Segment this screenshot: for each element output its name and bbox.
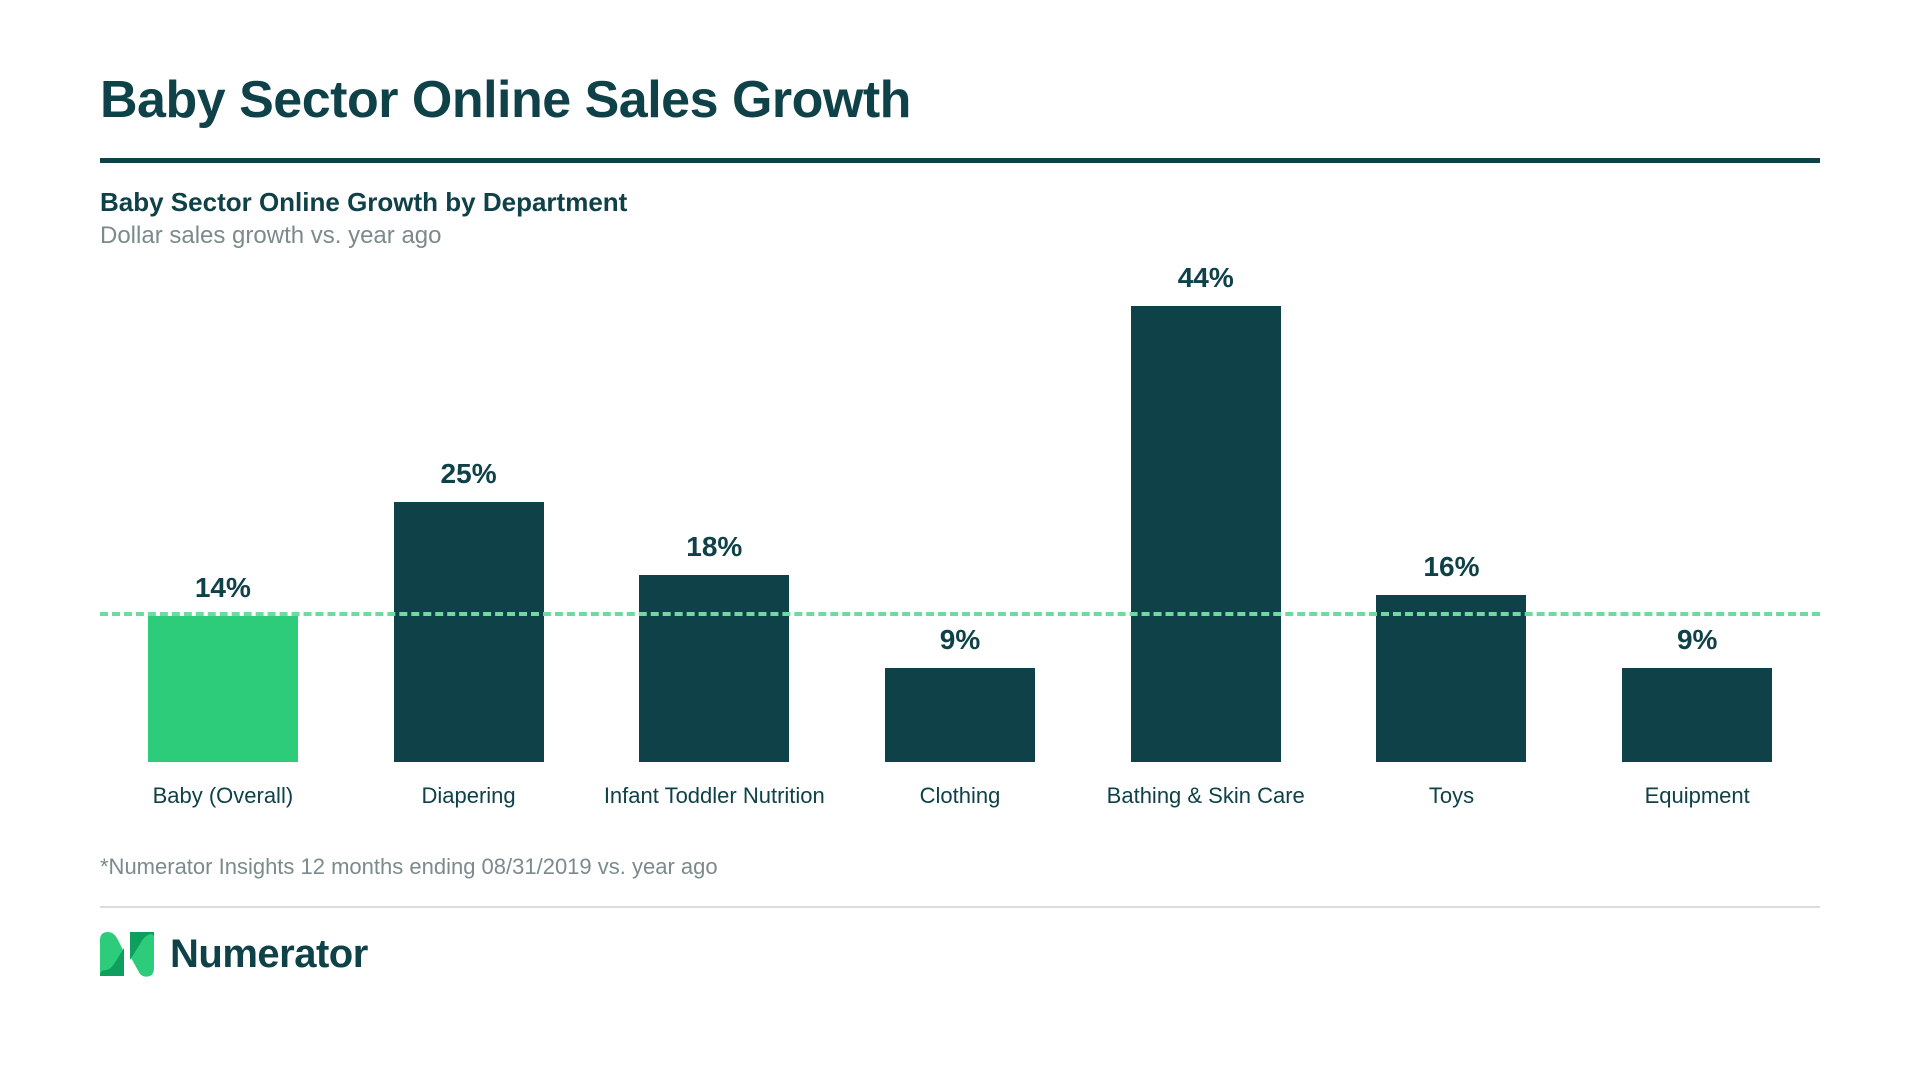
x-axis-labels: Baby (Overall)DiaperingInfant Toddler Nu… <box>100 772 1820 832</box>
brand-name: Numerator <box>170 932 368 977</box>
bar-value-label: 18% <box>686 531 742 563</box>
chart-bars: 14% 25% 18% 9% 44% 16% 9% <box>100 262 1820 762</box>
x-axis-label: Diapering <box>346 772 592 832</box>
bar-column: 16% <box>1329 262 1575 762</box>
x-axis-label: Clothing <box>837 772 1083 832</box>
bar-rect <box>1131 306 1281 762</box>
reference-line <box>100 612 1820 616</box>
bar-value-label: 16% <box>1423 551 1479 583</box>
bar-value-label: 44% <box>1178 262 1234 294</box>
bar-column: 18% <box>591 262 837 762</box>
title-divider <box>100 158 1820 163</box>
brand: Numerator <box>100 930 1820 978</box>
x-axis-label: Toys <box>1329 772 1575 832</box>
bar-value-label: 25% <box>441 458 497 490</box>
bar-rect <box>394 502 544 762</box>
bar-value-label: 14% <box>195 572 251 604</box>
footnote: *Numerator Insights 12 months ending 08/… <box>100 854 1820 880</box>
bar-column: 9% <box>1574 262 1820 762</box>
chart-subtitle: Dollar sales growth vs. year ago <box>100 222 1820 250</box>
footer-divider <box>100 906 1820 908</box>
bar-rect <box>148 616 298 762</box>
x-axis-label: Baby (Overall) <box>100 772 346 832</box>
bar-rect <box>1622 668 1772 762</box>
bar-value-label: 9% <box>1677 624 1717 656</box>
bar-value-label: 9% <box>940 624 980 656</box>
bar-chart: 14% 25% 18% 9% 44% 16% 9% Baby (Overall)Diaper… <box>100 262 1820 832</box>
slide: Baby Sector Online Sales Growth Baby Sec… <box>0 0 1920 1080</box>
bar-rect <box>639 575 789 763</box>
page-title: Baby Sector Online Sales Growth <box>100 70 1820 130</box>
brand-logo-icon <box>100 930 154 978</box>
bar-column: 14% <box>100 262 346 762</box>
x-axis-label: Infant Toddler Nutrition <box>591 772 837 832</box>
x-axis-label: Equipment <box>1574 772 1820 832</box>
bar-column: 25% <box>346 262 592 762</box>
bar-column: 9% <box>837 262 1083 762</box>
x-axis-label: Bathing & Skin Care <box>1083 772 1329 832</box>
bar-rect <box>885 668 1035 762</box>
chart-title: Baby Sector Online Growth by Department <box>100 187 1820 218</box>
bar-column: 44% <box>1083 262 1329 762</box>
bar-rect <box>1376 595 1526 762</box>
